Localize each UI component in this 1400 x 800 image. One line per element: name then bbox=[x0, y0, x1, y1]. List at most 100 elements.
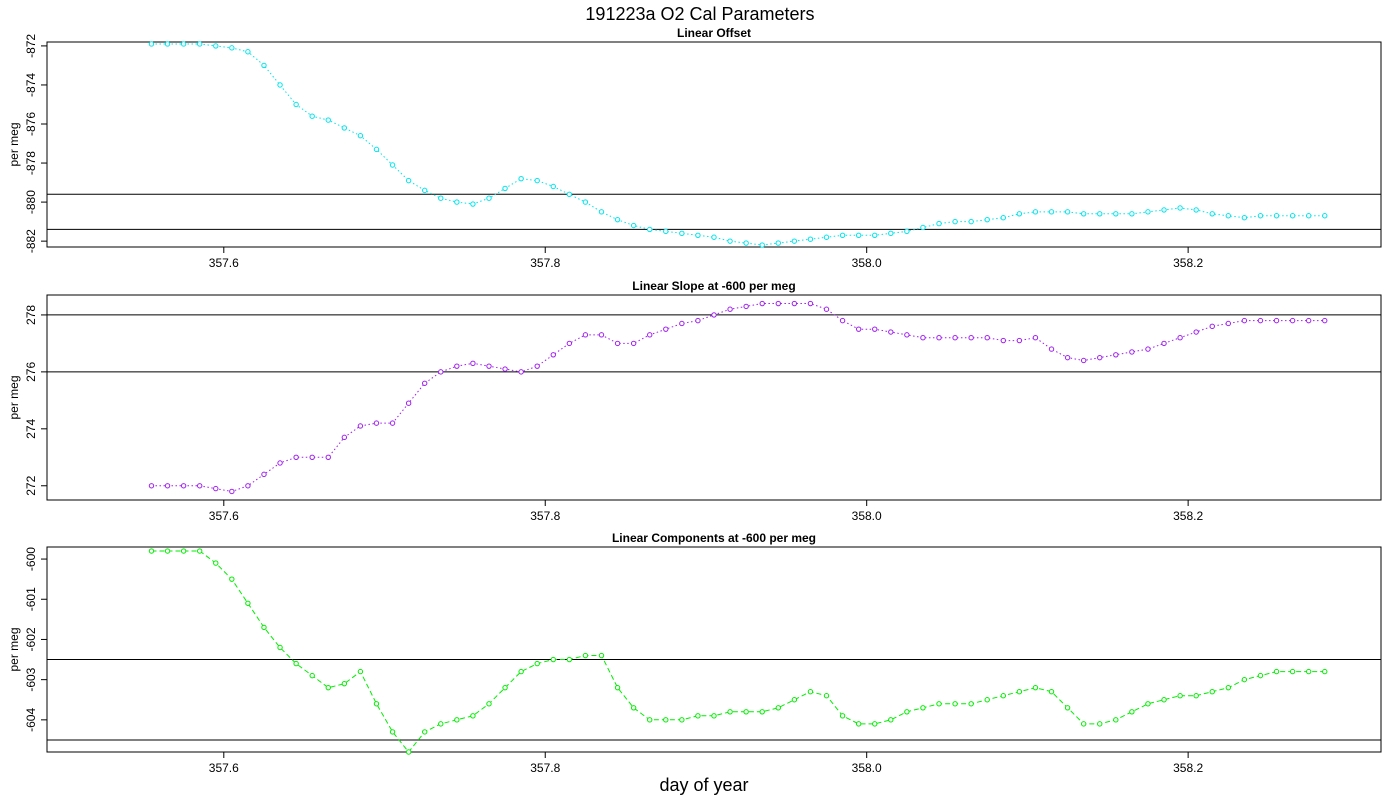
data-point bbox=[695, 713, 701, 719]
data-point bbox=[421, 187, 428, 194]
data-point bbox=[148, 483, 155, 489]
data-point bbox=[196, 41, 203, 47]
data-point bbox=[1161, 697, 1167, 703]
data-point bbox=[470, 360, 476, 367]
data-point bbox=[1048, 209, 1055, 215]
data-point bbox=[1289, 317, 1296, 324]
data-point bbox=[229, 576, 235, 582]
data-point bbox=[1113, 352, 1119, 358]
data-point bbox=[936, 335, 942, 341]
y-tick-label: -880 bbox=[24, 190, 38, 214]
data-point bbox=[775, 300, 781, 307]
data-point bbox=[1273, 317, 1280, 324]
data-point bbox=[855, 232, 862, 238]
y-tick-label: 272 bbox=[24, 475, 38, 495]
series-line bbox=[151, 43, 1325, 246]
data-point bbox=[1097, 354, 1103, 361]
series-line bbox=[151, 550, 1325, 753]
data-point bbox=[261, 624, 267, 631]
data-point bbox=[1064, 705, 1071, 711]
data-point bbox=[196, 483, 203, 489]
data-point bbox=[1113, 717, 1119, 723]
data-point bbox=[663, 326, 669, 332]
data-point bbox=[904, 228, 910, 235]
data-point bbox=[1129, 709, 1135, 715]
data-point bbox=[598, 652, 605, 659]
data-point bbox=[373, 701, 380, 707]
data-point bbox=[1322, 213, 1328, 219]
data-point bbox=[614, 340, 621, 347]
data-point bbox=[1193, 207, 1199, 213]
data-point bbox=[277, 82, 283, 88]
data-point bbox=[1129, 349, 1135, 355]
data-point bbox=[1209, 211, 1215, 217]
data-point bbox=[1305, 213, 1312, 219]
data-point bbox=[743, 240, 749, 246]
data-point bbox=[389, 162, 396, 168]
data-point bbox=[293, 454, 299, 460]
data-point bbox=[405, 177, 412, 184]
x-tick-label: 358.2 bbox=[1173, 509, 1203, 523]
data-point bbox=[454, 717, 460, 723]
data-point bbox=[309, 454, 315, 460]
data-point bbox=[679, 230, 685, 237]
data-point bbox=[438, 195, 444, 201]
y-tick-label: 278 bbox=[24, 305, 38, 325]
data-point bbox=[566, 191, 573, 197]
data-point bbox=[1257, 672, 1264, 679]
data-point bbox=[213, 43, 219, 49]
data-point bbox=[357, 668, 364, 675]
data-point bbox=[1322, 668, 1328, 675]
data-point bbox=[630, 222, 637, 229]
data-point bbox=[438, 369, 444, 375]
data-point bbox=[1161, 207, 1167, 213]
data-point bbox=[1080, 211, 1087, 217]
x-tick-label: 357.6 bbox=[209, 509, 239, 523]
data-point bbox=[1145, 346, 1151, 352]
x-tick-label: 357.8 bbox=[530, 256, 560, 270]
data-point bbox=[1273, 213, 1280, 219]
panel-title: Linear Components at -600 per meg bbox=[612, 531, 816, 545]
data-point bbox=[823, 234, 830, 240]
data-point bbox=[1016, 337, 1023, 344]
data-point bbox=[245, 600, 251, 606]
data-point bbox=[213, 485, 219, 492]
data-point bbox=[180, 548, 187, 554]
data-point bbox=[1000, 337, 1007, 344]
data-point bbox=[325, 454, 331, 460]
data-point bbox=[968, 218, 974, 225]
data-point bbox=[1209, 689, 1215, 695]
data-point bbox=[1097, 211, 1103, 217]
data-point bbox=[598, 332, 605, 338]
y-tick-label: -600 bbox=[24, 547, 38, 571]
data-point bbox=[679, 320, 685, 327]
data-point bbox=[309, 113, 315, 119]
data-point bbox=[1241, 317, 1248, 324]
data-point bbox=[663, 228, 669, 235]
y-axis-label: per meg bbox=[7, 375, 21, 419]
data-point bbox=[775, 705, 781, 711]
data-point bbox=[888, 230, 894, 237]
panel-title: Linear Offset bbox=[677, 26, 751, 40]
data-point bbox=[164, 483, 171, 489]
data-point bbox=[486, 363, 492, 369]
data-point bbox=[196, 548, 203, 554]
data-point bbox=[727, 238, 733, 244]
y-tick-label: -603 bbox=[24, 667, 38, 691]
data-point bbox=[743, 709, 749, 715]
data-point bbox=[1305, 668, 1312, 675]
data-point bbox=[502, 185, 508, 192]
y-axis-label: per meg bbox=[7, 122, 21, 166]
data-point bbox=[872, 721, 878, 727]
data-point bbox=[711, 234, 717, 240]
data-point bbox=[807, 236, 814, 242]
data-point bbox=[1177, 205, 1183, 211]
y-tick-label: -874 bbox=[24, 73, 38, 97]
series-line bbox=[151, 303, 1325, 493]
data-point bbox=[647, 332, 653, 338]
plot-frame bbox=[46, 546, 1382, 753]
data-point bbox=[1257, 213, 1264, 219]
data-point bbox=[791, 300, 798, 307]
data-point bbox=[775, 240, 781, 246]
data-point bbox=[213, 560, 219, 566]
